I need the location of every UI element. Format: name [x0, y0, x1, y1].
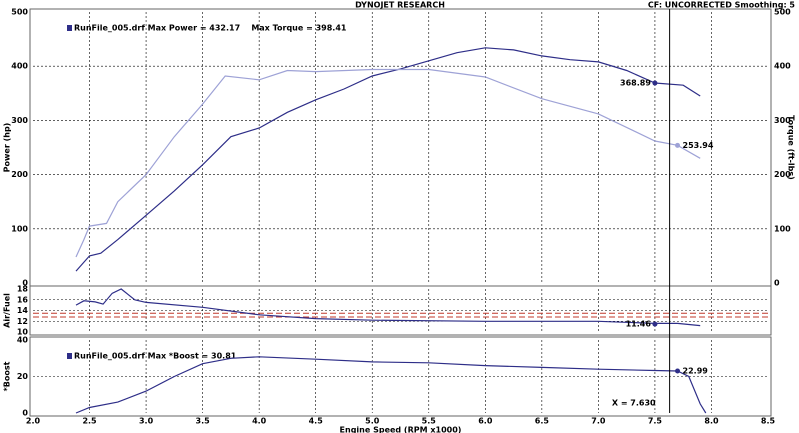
x-axis-label: Engine Speed (RPM x1000) — [340, 426, 462, 433]
cursor-marker — [652, 321, 658, 327]
x-tick-label: 3.5 — [196, 417, 211, 426]
x-tick-label: 4.0 — [252, 417, 267, 426]
data-line — [75, 68, 701, 258]
x-tick-label: 7.0 — [591, 417, 606, 426]
y-axis-label: Air/Fuel — [3, 293, 12, 328]
y-tick-label: 18 — [17, 285, 29, 294]
y2-tick-label: 400 — [774, 62, 791, 71]
panel-frame — [29, 336, 772, 417]
legend-text: RunFile_005.drf Max *Boost = 30.81 — [74, 352, 237, 361]
y-tick-label: 0 — [22, 409, 28, 418]
data-line — [75, 47, 701, 272]
x-tick-label: 5.0 — [365, 417, 380, 426]
panel-frame — [29, 285, 772, 336]
legend-icon — [67, 25, 72, 31]
marker-label: 11.46 — [626, 320, 652, 329]
y2-tick-label: 500 — [774, 8, 791, 17]
y-tick-label: 400 — [11, 62, 28, 71]
marker-label: 253.94 — [683, 141, 714, 150]
x-tick-label: 4.5 — [309, 417, 324, 426]
y2-axis-label: Torque (ft-lbs) — [787, 115, 796, 180]
y-tick-label: 0 — [22, 279, 28, 288]
x-tick-label: 3.0 — [139, 417, 154, 426]
y-tick-label: 20 — [17, 372, 29, 381]
y2-tick-label: 300 — [774, 116, 791, 125]
x-tick-label: 6.5 — [535, 417, 550, 426]
y-tick-label: 200 — [11, 170, 28, 179]
y-tick-label: 14 — [17, 306, 29, 315]
x-tick-label: 8.0 — [704, 417, 719, 426]
y-tick-label: 12 — [17, 317, 28, 326]
x-tick-label: 7.5 — [648, 417, 663, 426]
chart-subtitle: CF: UNCORRECTED Smoothing: 5 — [648, 1, 796, 10]
y-tick-label: 500 — [11, 8, 28, 17]
y-tick-label: 100 — [11, 224, 28, 233]
x-tick-label: 5.5 — [422, 417, 437, 426]
panel-frame — [29, 8, 772, 287]
cursor-marker — [675, 142, 681, 148]
marker-label: 368.89 — [620, 79, 651, 88]
y2-tick-label: 0 — [774, 279, 780, 288]
y-tick-label: 10 — [17, 328, 29, 337]
cursor-marker — [675, 368, 681, 374]
marker-label: 22.99 — [683, 367, 709, 376]
x-tick-label: 6.0 — [478, 417, 493, 426]
cursor-marker — [652, 80, 658, 86]
y-tick-label: 40 — [17, 336, 29, 345]
cursor-label: X = 7.630 — [612, 399, 656, 408]
legend-text: RunFile_005.drf Max Power = 432.17 Max T… — [74, 24, 347, 33]
data-line — [75, 288, 701, 327]
y-tick-label: 16 — [17, 295, 29, 304]
legend-icon — [67, 353, 72, 359]
y-tick-label: 300 — [11, 116, 28, 125]
x-tick-label: 8.5 — [761, 417, 776, 426]
chart-title: DYNOJET RESEARCH — [355, 1, 445, 10]
x-tick-label: 2.5 — [82, 417, 97, 426]
y-axis-label: *Boost — [3, 361, 12, 391]
y2-tick-label: 200 — [774, 170, 791, 179]
y2-tick-label: 100 — [774, 224, 791, 233]
y-axis-label: Power (hp) — [3, 123, 12, 173]
x-tick-label: 2.0 — [26, 417, 41, 426]
